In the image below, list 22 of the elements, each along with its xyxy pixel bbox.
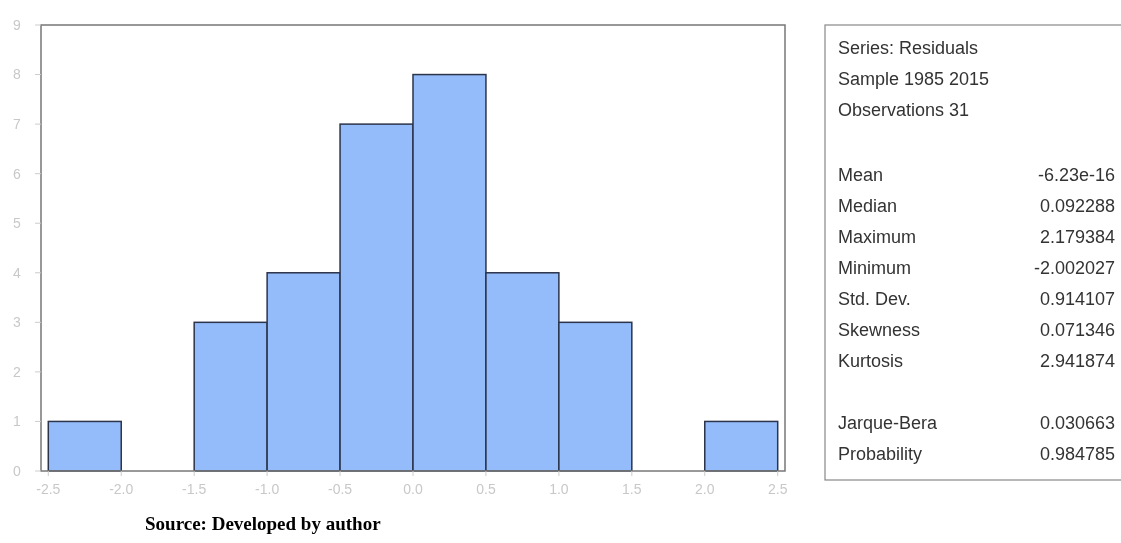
text: Std. Dev. bbox=[838, 289, 911, 309]
text: Median bbox=[838, 196, 898, 216]
text: 0.984785 bbox=[1039, 444, 1115, 464]
text: 0.092288 bbox=[1039, 196, 1115, 216]
text: 0.914107 bbox=[1039, 289, 1115, 309]
text: Kurtosis bbox=[838, 351, 904, 371]
source-note: Source: Developed by author bbox=[145, 513, 382, 534]
text: -2.002027 bbox=[1033, 258, 1115, 278]
text: Probability bbox=[838, 444, 923, 464]
text: Jarque-Bera bbox=[838, 413, 939, 433]
text: Sample 1985 2015 bbox=[838, 69, 990, 89]
text: 0.071346 bbox=[1039, 320, 1115, 340]
text: -6.23e-16 bbox=[1037, 165, 1115, 185]
text: Series: Residuals bbox=[838, 38, 979, 58]
text: 2.179384 bbox=[1039, 227, 1115, 247]
text: Minimum bbox=[838, 258, 912, 278]
text: 0.030663 bbox=[1039, 413, 1115, 433]
text: Maximum bbox=[838, 227, 917, 247]
text: Skewness bbox=[838, 320, 921, 340]
text: Mean bbox=[838, 165, 884, 185]
text: 2.941874 bbox=[1039, 351, 1115, 371]
text: Observations 31 bbox=[838, 100, 970, 120]
